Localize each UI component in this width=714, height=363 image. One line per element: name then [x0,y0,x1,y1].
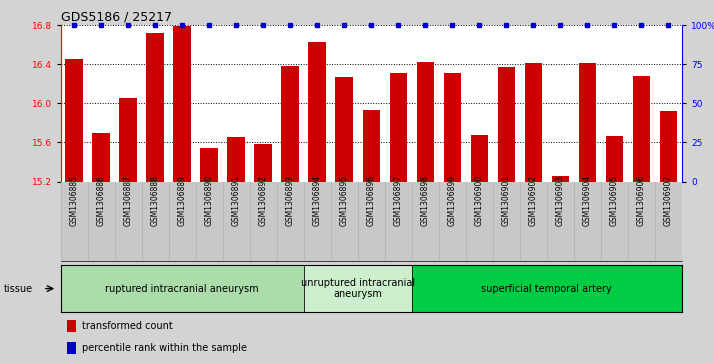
Bar [67,320,76,333]
Bar [443,73,461,182]
Bar [471,135,488,182]
Bar [363,110,380,182]
Bar [66,58,83,182]
Text: percentile rank within the sample: percentile rank within the sample [82,343,248,353]
Bar [308,42,326,182]
Bar [146,33,164,182]
Bar [525,64,542,182]
Bar [174,26,191,182]
Bar [551,176,569,182]
Bar [390,73,407,182]
Bar [228,136,245,182]
Text: transformed count: transformed count [82,321,174,331]
Bar [303,265,412,312]
Bar [92,133,110,182]
Text: unruptured intracranial
aneurysm: unruptured intracranial aneurysm [301,278,415,299]
Bar [416,62,434,182]
Bar [281,66,299,182]
Bar [498,68,515,182]
Bar [336,77,353,182]
Bar [605,136,623,182]
Bar [578,64,596,182]
Bar [119,98,137,182]
Text: superficial temporal artery: superficial temporal artery [481,284,612,294]
Bar [254,144,272,182]
Bar [61,265,303,312]
Text: tissue: tissue [4,284,33,294]
Bar [412,265,682,312]
Bar [201,148,218,182]
Bar [67,342,76,354]
Text: ruptured intracranial aneurysm: ruptured intracranial aneurysm [106,284,259,294]
Bar [660,111,677,182]
Bar [633,76,650,182]
Text: GDS5186 / 25217: GDS5186 / 25217 [61,11,171,24]
